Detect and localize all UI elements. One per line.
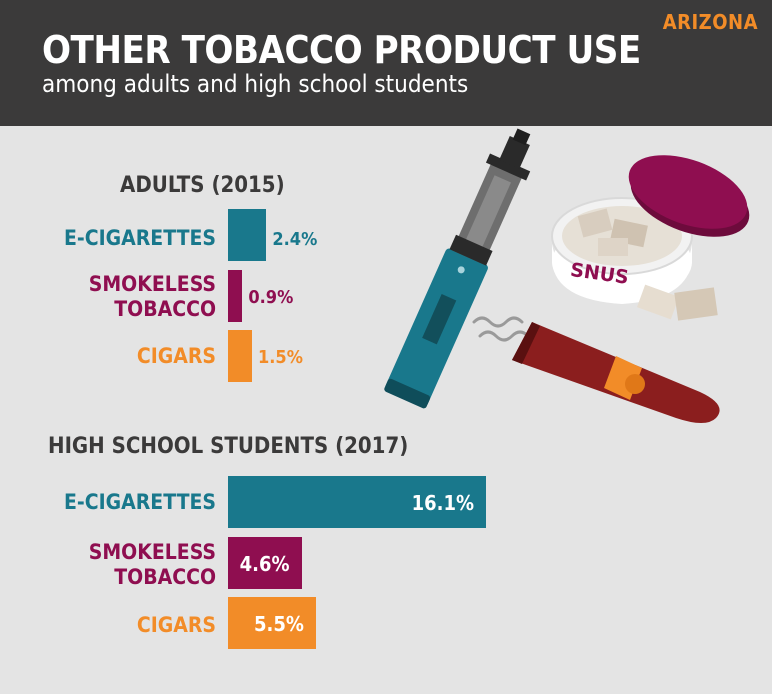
adults-category-e-cigarettes: E-CIGARETTES [63, 226, 216, 250]
adults-bar-cigars [228, 330, 252, 382]
page-subtitle: among adults and high school students [42, 70, 469, 98]
adults-bar-e-cigarettes [228, 209, 267, 261]
snus-tin-icon: SNUS [551, 155, 750, 321]
adults-value-smokeless-tobacco: 0.9% [248, 287, 294, 308]
header-banner: ARIZONA OTHER TOBACCO PRODUCT USE among … [0, 0, 772, 126]
high-school-value-e-cigarettes: 16.1% [411, 491, 475, 515]
adults-value-e-cigarettes: 2.4% [272, 229, 318, 250]
high-school-bar-smokeless-tobacco [228, 537, 302, 589]
cigar-icon [512, 322, 720, 423]
page-title: OTHER TOBACCO PRODUCT USE [42, 28, 641, 72]
high-school-section-title: HIGH SCHOOL STUDENTS (2017) [48, 434, 409, 459]
adults-section-title: ADULTS (2015) [120, 173, 285, 198]
high-school-bar-e-cigarettes [228, 476, 486, 528]
adults-category-smokeless-tobacco: SMOKELESS TOBACCO [88, 272, 216, 321]
e-cigarette-icon [384, 128, 531, 409]
high-school-category-smokeless-tobacco: SMOKELESS TOBACCO [88, 540, 216, 589]
high-school-value-cigars: 5.5% [254, 612, 304, 636]
high-school-bar-cigars [228, 597, 316, 649]
high-school-category-e-cigarettes: E-CIGARETTES [63, 490, 216, 514]
adults-value-cigars: 1.5% [258, 347, 303, 368]
state-label: ARIZONA [662, 10, 758, 34]
smoke-icon [472, 316, 530, 342]
adults-category-cigars: CIGARS [136, 344, 216, 368]
high-school-category-cigars: CIGARS [136, 613, 216, 637]
adults-bar-smokeless-tobacco [228, 270, 243, 322]
high-school-value-smokeless-tobacco: 4.6% [239, 552, 290, 576]
